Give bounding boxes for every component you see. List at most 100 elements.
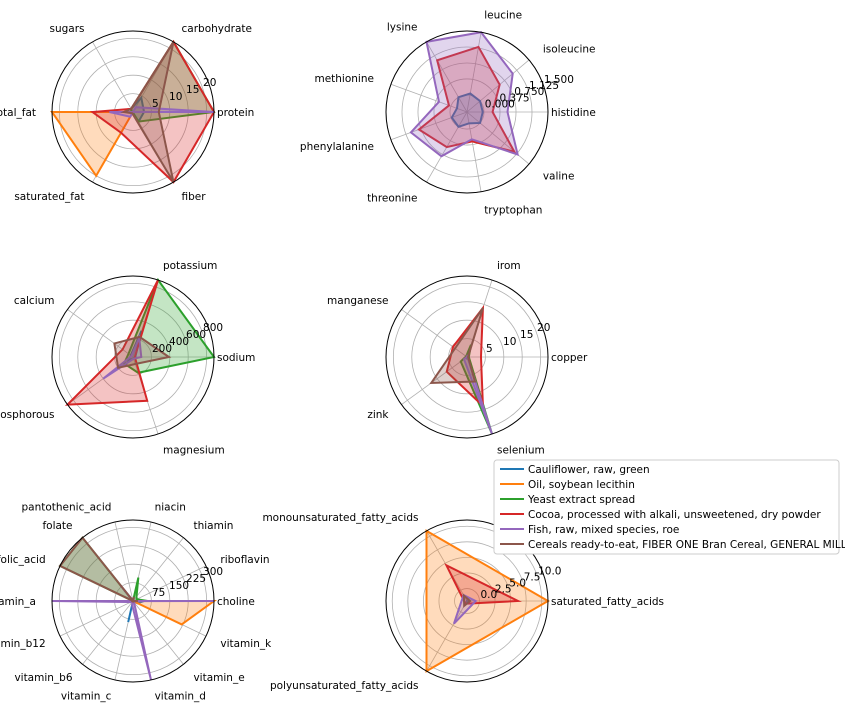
- series-line-cereals-ready-to-eat-fiber-one-bran-cereal-general-mills: [429, 307, 484, 385]
- polar-frame: [51, 30, 215, 194]
- axis-spoke: [426, 41, 468, 113]
- axis-spoke: [401, 309, 468, 358]
- radial-tick-label: 0.0: [481, 589, 498, 601]
- axis-spoke: [92, 41, 134, 113]
- series-fill-cereals-ready-to-eat-fiber-one-bran-cereal-general-mills: [123, 41, 174, 183]
- radial-tick-label: 150: [169, 580, 189, 592]
- radar-chart-4: 5 10 15 20 copper irom manganese zink selenium: [327, 260, 588, 457]
- series-fill-oil-soybean-lecithin: [133, 601, 214, 625]
- radial-tick-label: 0.750: [514, 86, 544, 98]
- series-line-cauliflower-raw-green: [450, 92, 484, 128]
- category-label-protein: protein: [217, 107, 254, 119]
- category-label-tryptophan: tryptophan: [484, 205, 542, 217]
- legend-label-cocoa-processed-with-alkali-unsweetened-dry-powder: Cocoa, processed with alkali, unsweetene…: [528, 509, 821, 521]
- radial-tick-label: 10: [169, 91, 182, 103]
- radial-tick-label: 5.0: [509, 577, 526, 589]
- axis-spoke: [114, 521, 134, 602]
- radial-tick-label: 10: [503, 336, 516, 348]
- polar-frame: [51, 519, 215, 683]
- legend-items: Cauliflower, raw, green Oil, soybean leci…: [500, 464, 845, 551]
- radial-tick-label: 200: [152, 343, 172, 355]
- category-label-calcium: calcium: [14, 295, 55, 307]
- axis-spoke: [132, 600, 184, 665]
- radial-tick-label: 10.0: [538, 565, 561, 577]
- category-label-vitamin-d: vitamin_d: [155, 691, 206, 703]
- category-label-vitamin-a: vitamin_a: [0, 596, 36, 608]
- category-label-folate: folate: [42, 520, 72, 532]
- axis-spoke: [132, 565, 207, 602]
- radar-chart-1: 5 10 15 20 protein carbohydrate sugars total_fa…: [0, 23, 254, 203]
- series-line-fish-raw-mixed-species-roe: [109, 106, 215, 118]
- category-label-total-fat: total_fat: [0, 107, 36, 119]
- category-label-thiamin: thiamin: [193, 520, 233, 532]
- category-label-phenylalanine: phenylalanine: [300, 141, 374, 153]
- series-line-cocoa-processed-with-alkali-unsweetened-dry-powder: [444, 563, 522, 605]
- polar-frame: [385, 275, 549, 439]
- category-label-isoleucine: isoleucine: [543, 43, 596, 55]
- category-label-fiber: fiber: [182, 191, 207, 203]
- series-line-cereals-ready-to-eat-fiber-one-bran-cereal-general-mills: [58, 536, 138, 603]
- radial-tick-label: 600: [186, 329, 206, 341]
- radial-tick-label: 2.5: [495, 583, 512, 595]
- series-line-cauliflower-raw-green: [465, 599, 471, 604]
- axis-spoke: [466, 32, 482, 113]
- series-fill-cereals-ready-to-eat-fiber-one-bran-cereal-general-mills: [60, 537, 138, 603]
- radial-tick-label: 5: [152, 98, 159, 110]
- radial-tick-label: 15: [186, 84, 199, 96]
- category-label-threonine: threonine: [367, 193, 417, 205]
- axis-spoke: [426, 600, 468, 672]
- category-label-copper: copper: [551, 352, 588, 364]
- axis-spoke: [67, 356, 134, 405]
- category-label-irom: irom: [497, 260, 521, 272]
- radar-chart-6: 0.02.55.07.510.0 saturated_fatty_acids mon…: [262, 512, 664, 692]
- category-label-magnesium: magnesium: [163, 444, 225, 456]
- category-label-potassium: potassium: [163, 260, 217, 272]
- category-label-selenium: selenium: [497, 444, 545, 456]
- series-fill-cocoa-processed-with-alkali-unsweetened-dry-powder: [418, 46, 515, 152]
- series-fill-cocoa-processed-with-alkali-unsweetened-dry-powder: [67, 279, 159, 405]
- series-line-cocoa-processed-with-alkali-unsweetened-dry-powder: [64, 279, 159, 406]
- category-label-pantothenic-acid: pantothenic_acid: [21, 501, 111, 513]
- radial-tick-label: 0.375: [500, 92, 530, 104]
- radial-tick-label: 5: [486, 343, 493, 355]
- radial-tick-label: 225: [186, 573, 206, 585]
- category-label-vitamin-b6: vitamin_b6: [14, 672, 72, 684]
- series-fill-cauliflower-raw-green: [451, 93, 483, 127]
- category-label-vitamin-c: vitamin_c: [61, 691, 112, 703]
- category-label-saturated-fat: saturated_fat: [14, 191, 84, 203]
- axis-spoke: [390, 83, 468, 113]
- axis-spoke: [466, 59, 530, 113]
- category-label-vitamin-b12: vitamin_b12: [0, 638, 46, 650]
- series-line-cereals-ready-to-eat-fiber-one-bran-cereal-general-mills: [113, 335, 172, 370]
- category-label-leucine: leucine: [484, 10, 522, 22]
- category-label-sugars: sugars: [49, 23, 84, 35]
- category-label-carbohydrate: carbohydrate: [182, 23, 252, 35]
- category-label-monounsaturated-fatty-acids: monounsaturated_fatty_acids: [262, 512, 418, 524]
- series-line-fish-raw-mixed-species-roe: [452, 593, 478, 625]
- axis-spoke: [59, 600, 134, 637]
- legend-label-cereals-ready-to-eat-fiber-one-bran-cereal-general-mills: Cereals ready-to-eat, FIBER ONE Bran Cer…: [528, 539, 845, 551]
- axis-spoke: [401, 356, 468, 405]
- category-label-vitamin-k: vitamin_k: [220, 638, 272, 650]
- series-fill-oil-soybean-lecithin: [426, 530, 548, 672]
- radial-tick-label: 20: [537, 322, 550, 334]
- category-label-niacin: niacin: [155, 501, 186, 513]
- series-line-cereals-ready-to-eat-fiber-one-bran-cereal-general-mills: [462, 593, 472, 608]
- category-label-lysine: lysine: [387, 21, 418, 33]
- radial-tick-label: 1.500: [544, 74, 574, 86]
- legend-label-yeast-extract-spread: Yeast extract spread: [527, 494, 635, 506]
- radial-tick-label: 7.5: [524, 571, 541, 583]
- legend: Cauliflower, raw, green Oil, soybean leci…: [493, 459, 845, 555]
- category-label-riboflavin: riboflavin: [220, 554, 269, 566]
- category-label-saturated-fatty-acids: saturated_fatty_acids: [551, 596, 664, 608]
- polar-frame: [51, 275, 215, 439]
- axis-spoke: [466, 111, 482, 192]
- category-label-folic-acid: folic_acid: [0, 554, 46, 566]
- polar-frame: [385, 519, 549, 683]
- radial-tick-label: 75: [152, 587, 165, 599]
- series-fill-yeast-extract-spread: [124, 279, 214, 373]
